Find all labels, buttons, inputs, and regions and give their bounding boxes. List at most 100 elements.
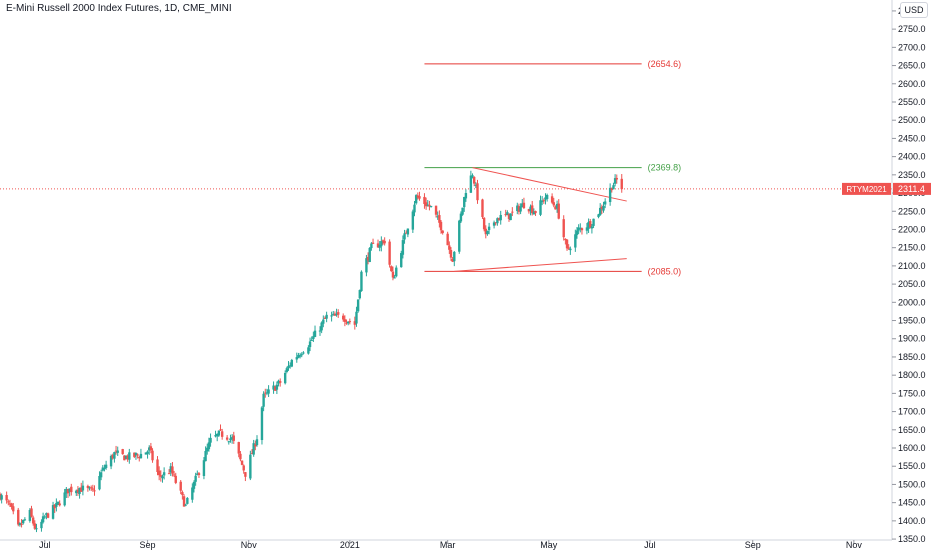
trendline-0	[472, 167, 627, 202]
candle-body	[532, 211, 536, 215]
candle-body	[428, 204, 431, 207]
y-tick-label: 2450.0	[898, 133, 926, 143]
y-tick-label: 1700.0	[898, 407, 926, 417]
currency-button[interactable]: USD	[900, 2, 928, 18]
candle-body	[186, 497, 189, 504]
candle-body	[539, 200, 542, 215]
candle-body	[93, 490, 96, 492]
candle-body	[55, 502, 58, 507]
y-tick-label: 2100.0	[898, 261, 926, 271]
candle-body	[542, 200, 546, 202]
candle-body	[298, 355, 302, 357]
candle-body	[156, 459, 159, 473]
y-tick-label: 1900.0	[898, 334, 926, 344]
candle-body	[391, 271, 395, 278]
y-tick-label: 1650.0	[898, 425, 926, 435]
candle-body	[206, 447, 209, 452]
last-price-badge	[893, 182, 931, 195]
candle-body	[134, 453, 138, 456]
candle-body	[474, 184, 478, 186]
candle-body	[138, 456, 141, 459]
candle-body	[380, 241, 383, 247]
candle-body	[464, 193, 468, 199]
candle-body	[343, 319, 347, 322]
symbol-badge-label: RTYM2021	[846, 185, 887, 194]
candle-body	[554, 206, 557, 210]
y-tick-label: 2700.0	[898, 42, 926, 52]
candle-body	[403, 233, 406, 240]
candle-body	[53, 504, 56, 509]
candle-body	[499, 214, 502, 221]
candle-body	[577, 227, 580, 231]
x-tick-label: Jul	[644, 540, 656, 550]
candle-body	[12, 506, 15, 512]
x-tick-label: 2021	[340, 540, 360, 550]
level-label-1: (2369.8)	[648, 163, 682, 173]
candle-body	[589, 221, 592, 228]
candle-body	[370, 243, 373, 249]
candle-body	[348, 321, 352, 323]
candle-body	[225, 437, 229, 440]
candle-body	[220, 431, 224, 437]
candle-body	[144, 452, 148, 455]
candle-body	[569, 248, 572, 251]
candle-body	[219, 429, 222, 431]
candle-body	[76, 489, 80, 493]
candle-body	[516, 205, 519, 211]
candle-body	[20, 523, 23, 525]
candle-body	[436, 216, 439, 218]
candle-body	[30, 508, 33, 517]
level-label-2: (2085.0)	[648, 266, 682, 276]
candle-body	[567, 247, 570, 249]
candle-body	[451, 259, 454, 262]
candle-body	[23, 519, 27, 521]
x-tick-label: Sep	[745, 540, 761, 550]
candle-body	[458, 220, 461, 252]
candle-body	[313, 330, 317, 337]
candle-body	[230, 437, 234, 439]
x-tick-label: Nov	[241, 540, 258, 550]
candle-body	[308, 341, 312, 348]
candle-body	[182, 496, 186, 507]
candle-body	[390, 266, 393, 272]
y-tick-label: 2650.0	[898, 61, 926, 71]
candle-body	[575, 230, 579, 235]
candle-body	[78, 488, 81, 494]
y-tick-label: 1850.0	[898, 352, 926, 362]
candle-body	[237, 442, 240, 454]
candle-body	[128, 452, 131, 460]
candle-body	[17, 509, 20, 525]
candle-body	[209, 437, 212, 443]
y-tick-label: 1500.0	[898, 479, 926, 489]
candle-body	[277, 380, 280, 384]
candle-body	[552, 202, 555, 206]
x-tick-label: Nov	[846, 540, 863, 550]
candle-body	[264, 392, 267, 394]
candle-body	[439, 221, 443, 231]
candle-body	[204, 450, 207, 462]
candle-body	[202, 460, 206, 476]
candle-body	[610, 187, 613, 191]
candle-body	[18, 523, 22, 526]
trendline-1	[454, 258, 627, 272]
candle-body	[146, 451, 149, 454]
candle-body	[585, 227, 589, 231]
candle-body	[496, 218, 499, 224]
candle-body	[612, 185, 615, 190]
candle-body	[565, 239, 569, 249]
candle-body	[149, 446, 153, 451]
candle-body	[395, 267, 398, 277]
candle-body	[469, 175, 473, 193]
candle-body	[111, 455, 114, 459]
candle-body	[275, 384, 279, 390]
candle-body	[181, 492, 184, 495]
candle-body	[497, 218, 501, 221]
candle-body	[540, 200, 544, 202]
candle-body	[194, 475, 197, 482]
candle-body	[22, 519, 25, 524]
candle-body	[434, 205, 438, 215]
candle-body	[345, 322, 348, 324]
candle-body	[63, 492, 66, 506]
candle-body	[41, 516, 45, 523]
